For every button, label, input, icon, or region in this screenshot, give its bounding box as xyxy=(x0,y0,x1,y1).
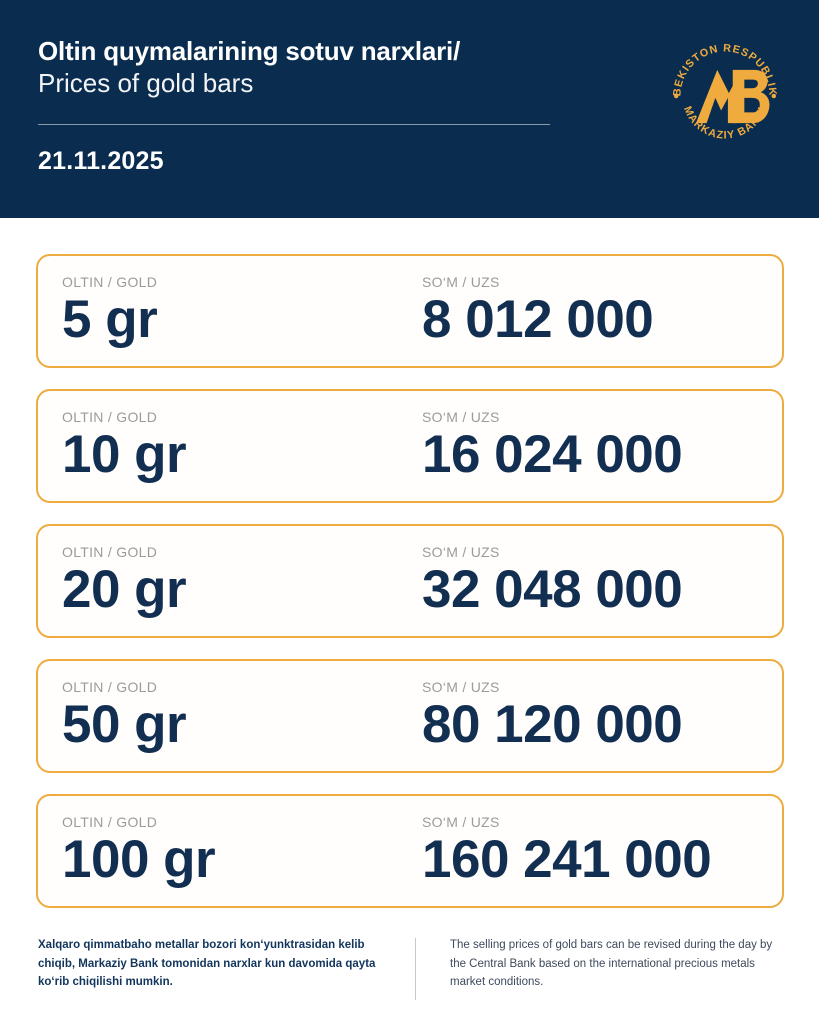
weight-value: 10 gr xyxy=(62,425,187,484)
price-card[interactable]: OLTIN / GOLD 50 gr SO‘M / UZS 80 120 000 xyxy=(36,659,784,773)
weight-label: OLTIN / GOLD xyxy=(62,679,158,695)
footer: Xalqaro qimmatbaho metallar bozori kon‘y… xyxy=(0,936,819,1024)
header-divider xyxy=(38,123,550,125)
header: Oltin quymalarining sotuv narxlari/ Pric… xyxy=(0,0,819,218)
weight-label: OLTIN / GOLD xyxy=(62,544,158,560)
price-label: SO‘M / UZS xyxy=(422,409,500,425)
page-title-en: Prices of gold bars xyxy=(38,67,254,98)
price-card[interactable]: OLTIN / GOLD 5 gr SO‘M / UZS 8 012 000 xyxy=(36,254,784,368)
price-label: SO‘M / UZS xyxy=(422,814,500,830)
weight-label: OLTIN / GOLD xyxy=(62,814,158,830)
price-card[interactable]: OLTIN / GOLD 10 gr SO‘M / UZS 16 024 000 xyxy=(36,389,784,503)
weight-value: 5 gr xyxy=(62,290,158,349)
price-label: SO‘M / UZS xyxy=(422,544,500,560)
price-value: 160 241 000 xyxy=(422,830,712,889)
logo-arc-text-bottom: MARKAZIY BANKI xyxy=(681,105,769,142)
weight-value: 50 gr xyxy=(62,695,187,754)
weight-value: 20 gr xyxy=(62,560,187,619)
disclaimer-uz: Xalqaro qimmatbaho metallar bozori kon‘y… xyxy=(38,939,376,989)
footer-divider xyxy=(415,938,416,1000)
price-label: SO‘M / UZS xyxy=(422,274,500,290)
price-card[interactable]: OLTIN / GOLD 20 gr SO‘M / UZS 32 048 000 xyxy=(36,524,784,638)
price-value: 32 048 000 xyxy=(422,560,683,619)
central-bank-logo: O‘ZBEKISTON RESPUBLIKASI MARKAZIY BANKI xyxy=(667,38,783,154)
weight-value: 100 gr xyxy=(62,830,216,889)
publication-date: 21.11.2025 xyxy=(38,146,164,175)
svg-text:MARKAZIY BANKI: MARKAZIY BANKI xyxy=(681,105,769,142)
price-card[interactable]: OLTIN / GOLD 100 gr SO‘M / UZS 160 241 0… xyxy=(36,794,784,908)
weight-label: OLTIN / GOLD xyxy=(62,409,158,425)
price-value: 8 012 000 xyxy=(422,290,654,349)
price-value: 16 024 000 xyxy=(422,425,683,484)
page-title-uz: Oltin quymalarining sotuv narxlari/ xyxy=(38,36,461,66)
logo-dot-right xyxy=(771,93,777,99)
logo-dot-left xyxy=(673,93,679,99)
weight-label: OLTIN / GOLD xyxy=(62,274,158,290)
title-block: Oltin quymalarining sotuv narxlari/ Pric… xyxy=(38,36,598,100)
disclaimer-en: The selling prices of gold bars can be r… xyxy=(450,939,773,989)
price-card-list: OLTIN / GOLD 5 gr SO‘M / UZS 8 012 000 O… xyxy=(36,254,784,929)
price-value: 80 120 000 xyxy=(422,695,683,754)
price-label: SO‘M / UZS xyxy=(422,679,500,695)
logo-monogram-mb xyxy=(696,69,770,124)
